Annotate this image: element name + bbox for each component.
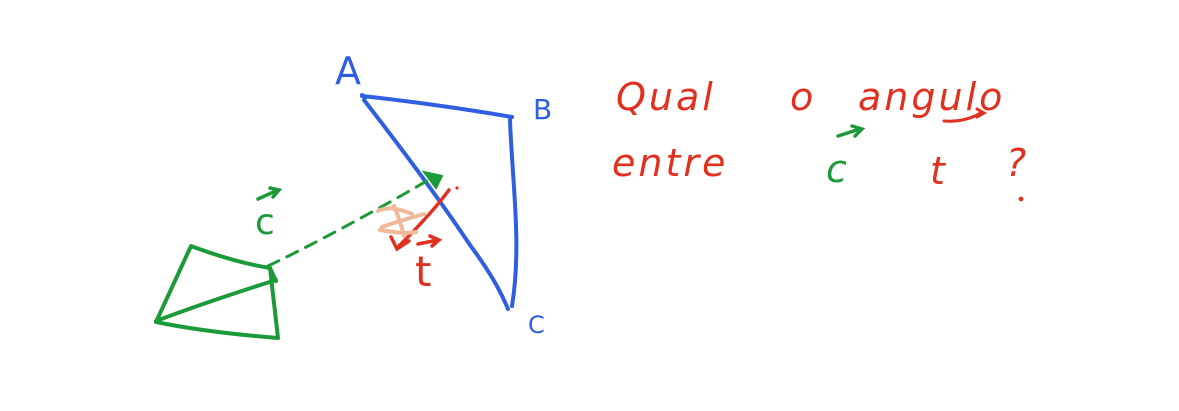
word-angulo: angulo [858,75,1005,119]
label-c: C [528,311,545,339]
triangle-abc [360,93,519,311]
edge-ab [360,94,514,119]
vector-c-arrowhead [421,170,444,190]
vector-c-label: c [255,186,283,243]
angulo-accent-icon [942,107,988,123]
label-b: B [533,93,552,126]
question-line-1: Qual o angulo [616,75,1005,123]
vector-t-dot [455,186,459,190]
vector-c-arrow-icon [256,186,283,201]
prism-outline [154,244,280,340]
label-a: A [335,49,361,93]
vector-c-dashed-line [266,176,434,268]
word-qual: Qual [616,75,716,119]
word-o: o [790,75,816,119]
green-prism [154,244,280,340]
question-line-2: entre c t ? [612,124,1029,202]
question-vec-c: c [826,147,850,191]
word-entre: entre [612,141,728,185]
point-a-dot [360,93,368,99]
vector-c-letter: c [255,202,275,243]
edge-bc [508,118,519,308]
prism-diagonal [154,278,278,323]
question-vec-t: t [930,149,948,193]
vector-t-letter: t [415,247,431,296]
vector-t-label: t [415,234,443,296]
stray-dot [1018,196,1024,202]
edge-ac [362,98,510,311]
prism-inner [268,266,278,283]
vector-t-line [396,188,451,249]
vector-t-arrow-icon [416,234,443,248]
angle-scribble [376,204,426,238]
question-mark: ? [1006,141,1029,185]
question-vec-c-arrow-icon [836,124,866,138]
vector-t-arrowhead [389,235,411,252]
